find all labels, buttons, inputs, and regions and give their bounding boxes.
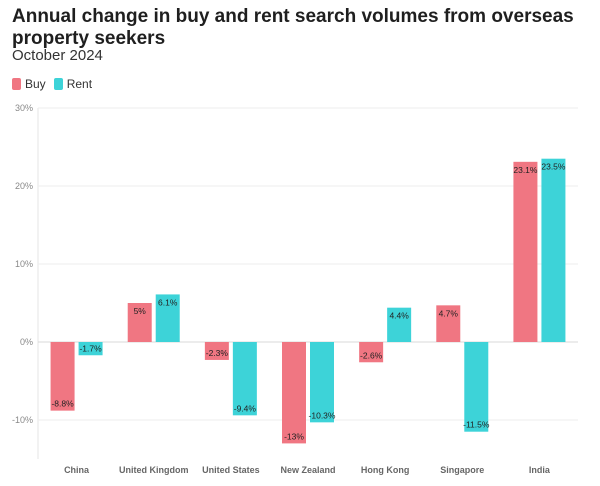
bar-rent [541, 158, 566, 342]
bar-buy [127, 303, 152, 342]
y-tick-label: 0% [20, 337, 33, 347]
data-label-rent: 4.4% [389, 311, 409, 321]
legend-item-rent: Rent [53, 77, 93, 91]
bar-rent [232, 342, 257, 416]
data-label-buy: -2.6% [360, 350, 383, 360]
data-label-rent: -9.4% [234, 403, 257, 413]
x-tick-label: New Zealand [280, 465, 335, 475]
bar-buy [204, 342, 229, 360]
data-label-rent: -11.5% [463, 420, 490, 430]
legend-item-buy: Buy [12, 77, 46, 91]
bar-rent [78, 342, 103, 356]
x-tick-label: United States [202, 465, 260, 475]
legend-label-buy: Buy [25, 77, 46, 91]
bar-buy [513, 161, 538, 342]
chart-title: Annual change in buy and rent search vol… [12, 6, 574, 49]
legend-swatch-rent [53, 78, 63, 90]
data-label-buy: 23.1% [513, 165, 538, 175]
bar-buy [282, 342, 306, 444]
legend: Buy Rent [12, 77, 100, 91]
x-tick-label: India [529, 465, 551, 475]
data-label-rent: 6.1% [158, 297, 178, 307]
data-label-buy: 4.7% [439, 308, 459, 318]
x-tick-label: China [64, 465, 90, 475]
x-tick-label: Singapore [440, 465, 484, 475]
data-label-rent: -10.3% [309, 410, 336, 420]
legend-swatch-buy [12, 78, 21, 90]
x-tick-label: United Kingdom [119, 465, 189, 475]
bar-buy [436, 305, 461, 342]
bar-rent [464, 342, 489, 432]
legend-label-rent: Rent [66, 77, 93, 91]
data-label-buy: -13% [284, 431, 304, 441]
y-tick-label: 30% [15, 103, 33, 113]
data-label-rent: 23.5% [541, 162, 566, 172]
y-tick-label: 20% [15, 181, 33, 191]
bar-buy [50, 342, 75, 411]
data-label-rent: -1.7% [79, 343, 102, 353]
bar-buy [359, 342, 384, 363]
data-label-buy: -2.3% [206, 348, 229, 358]
bar-rent [155, 294, 180, 342]
x-tick-label: Hong Kong [361, 465, 410, 475]
data-label-buy: -8.8% [51, 399, 74, 409]
y-tick-label: 10% [15, 259, 33, 269]
y-tick-label: -10% [12, 415, 33, 425]
bar-rent [387, 307, 412, 342]
data-label-buy: 5% [134, 306, 147, 316]
bar-rent [310, 342, 334, 423]
chart-subtitle: October 2024 [12, 47, 103, 64]
